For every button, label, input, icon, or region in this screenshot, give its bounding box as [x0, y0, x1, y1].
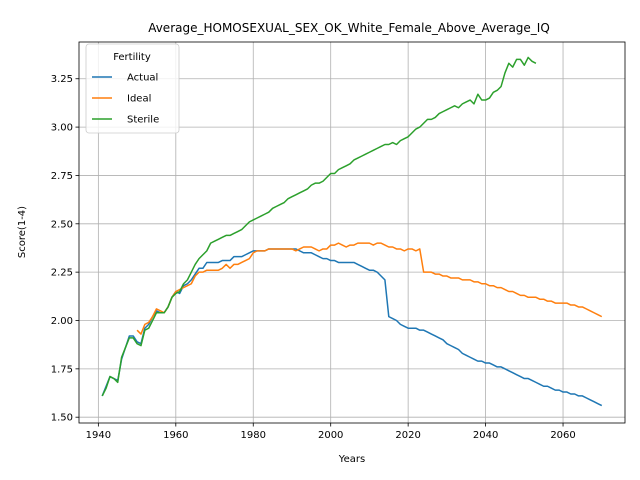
y-tick-label: 2.50: [51, 219, 73, 230]
grid: [79, 42, 625, 423]
y-axis: 1.50 1.75 2.00 2.25 2.50 2.75 3.00 3.25: [51, 74, 79, 424]
y-tick-label: 3.25: [51, 74, 73, 85]
series-lines: [101, 56, 603, 407]
legend-items: Actual Ideal Sterile: [92, 73, 159, 126]
y-tick-label: 1.50: [51, 413, 73, 424]
y-tick-label: 1.75: [51, 364, 73, 375]
x-axis: 1940 1960 1980 2000 2020 2040 2060: [86, 423, 576, 441]
x-tick-label: 2040: [473, 430, 498, 441]
legend-box: [85, 43, 180, 134]
legend-label-sterile: Sterile: [127, 115, 159, 126]
legend: Fertility Actual Ideal Sterile: [85, 43, 180, 134]
legend-label-actual: Actual: [127, 73, 158, 84]
legend-title: Fertility: [113, 52, 151, 63]
series-line-ideal: [136, 242, 603, 335]
series-line-actual: [101, 248, 603, 407]
y-tick-label: 3.00: [51, 123, 73, 134]
series-line-sterile: [101, 56, 537, 397]
legend-label-ideal: Ideal: [127, 94, 151, 105]
x-axis-label: Years: [338, 454, 365, 465]
x-tick-label: 2020: [395, 430, 420, 441]
x-tick-label: 1980: [241, 430, 266, 441]
x-tick-label: 1940: [86, 430, 111, 441]
x-tick-label: 2000: [318, 430, 343, 441]
x-tick-label: 2060: [550, 430, 575, 441]
y-tick-label: 2.75: [51, 171, 73, 182]
chart-title: Average_HOMOSEXUAL_SEX_OK_White_Female_A…: [148, 21, 550, 35]
plot-frame: [78, 41, 626, 424]
y-tick-label: 2.25: [51, 268, 73, 279]
x-tick-label: 1960: [163, 430, 188, 441]
y-axis-label: Score(1-4): [17, 206, 28, 258]
y-tick-label: 2.00: [51, 316, 73, 327]
